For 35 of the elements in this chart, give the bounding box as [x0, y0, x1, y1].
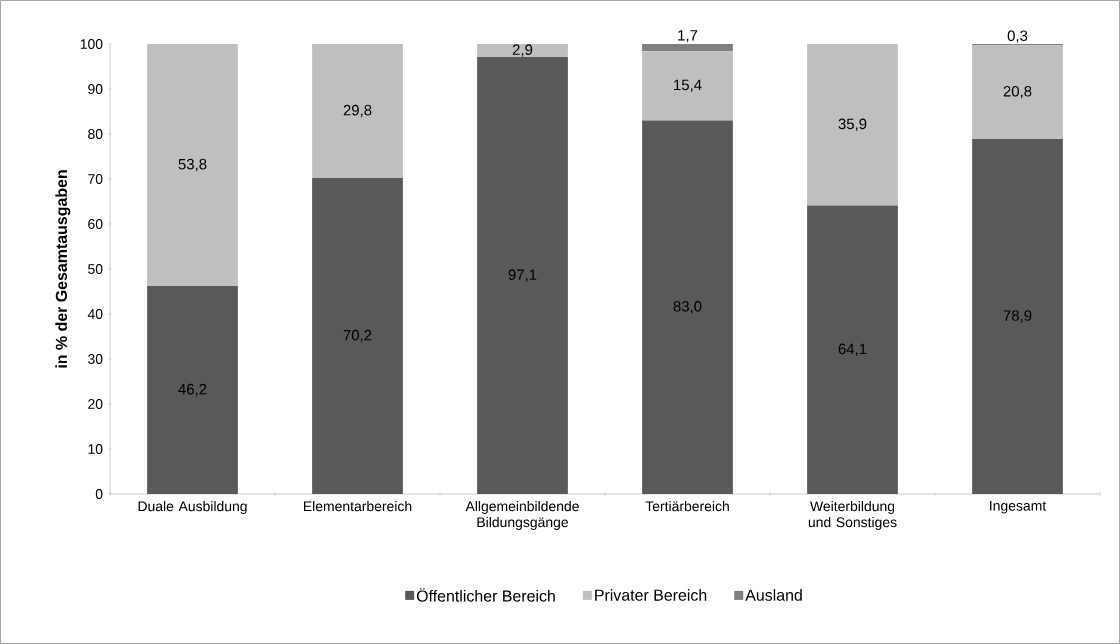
- x-tick-label: Ingesamt: [990, 500, 1047, 514]
- x-tick-label: Elementarbereich: [303, 500, 412, 512]
- y-tick-label: 30: [88, 354, 103, 364]
- data-label: 15,4: [674, 79, 702, 92]
- x-tick-label: Weiterbildung und Sonstiges: [808, 500, 897, 530]
- y-axis-title: in % der Gesamtausgaben: [55, 170, 71, 368]
- legend-label: Privater Bereich: [595, 589, 707, 601]
- x-tick-label: Duale Ausbildung: [138, 500, 247, 514]
- y-tick-label: 60: [88, 219, 103, 229]
- y-tick-label: 100: [80, 39, 103, 49]
- data-label: 29,8: [343, 104, 372, 118]
- data-label: 0,3: [1007, 30, 1028, 43]
- data-label: 2,9: [512, 44, 533, 57]
- data-label: 83,0: [673, 301, 702, 314]
- legend-label: Öffentlicher Bereich: [416, 588, 555, 602]
- data-label: 53,8: [178, 158, 207, 172]
- y-tick-label: 80: [88, 129, 103, 139]
- y-tick-label: 0: [95, 489, 103, 499]
- x-tick-label: Allgemeinbildende Bildungsgänge: [465, 500, 579, 530]
- data-label: 64,1: [838, 343, 867, 356]
- y-tick-label: 40: [87, 309, 103, 319]
- y-tick-label: 10: [88, 444, 103, 454]
- y-tick-label: 70: [88, 174, 103, 184]
- data-label: 35,9: [838, 118, 867, 131]
- data-label: 78,9: [1003, 310, 1032, 323]
- data-label: 1,7: [678, 30, 698, 43]
- data-label: 20,8: [1003, 85, 1032, 99]
- y-tick-label: 90: [88, 84, 103, 94]
- data-label: 97,1: [508, 269, 537, 282]
- y-tick-label: 20: [88, 399, 103, 409]
- data-label: 70,2: [343, 329, 372, 343]
- data-label: 46,2: [178, 383, 207, 397]
- y-tick-label: 50: [88, 264, 103, 274]
- x-tick-label: Tertiärbereich: [645, 500, 729, 512]
- legend-label: Ausland: [745, 589, 802, 601]
